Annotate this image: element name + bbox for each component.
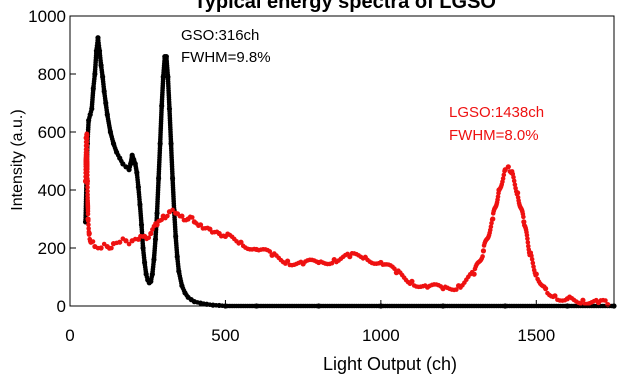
data-point [525,243,531,249]
data-point [543,286,549,292]
y-tick-label: 600 [38,123,66,142]
data-point [488,224,494,229]
data-point [197,222,204,228]
data-point [409,278,415,284]
data-point [85,185,90,190]
data-point [179,213,185,219]
data-point [170,207,175,213]
data-point [480,254,485,259]
data-point [117,239,123,245]
data-point [529,253,534,259]
x-tick-label: 0 [65,326,74,345]
data-point [86,230,92,237]
y-tick-label: 0 [57,297,66,316]
data-point [603,298,608,303]
data-point [524,232,530,238]
axis-ticks: 0 500 1000 1500 0 200 400 600 800 1000 [28,7,555,345]
data-point [84,146,90,152]
data-point [490,216,496,222]
data-point [146,235,152,241]
data-point [471,271,477,277]
data-point [505,164,511,170]
x-tick-label: 1500 [517,326,555,345]
data-point [267,249,273,254]
data-point [84,136,90,141]
data-point [511,178,517,184]
data-point [552,293,558,299]
data-point [580,297,586,303]
series-lgso [82,131,611,308]
x-axis-label: Light Output (ch) [323,354,457,374]
data-point [85,169,90,175]
data-point [98,245,104,251]
data-point [165,213,170,219]
data-point [530,260,536,266]
data-point [501,172,507,178]
data-point [84,139,90,145]
data-point [109,245,114,251]
data-point [86,222,91,228]
data-point [511,174,516,180]
chart-title: Typical energy spectra of LGSO [194,0,496,13]
data-point [495,194,501,199]
data-point [85,218,91,224]
gso-peak-annotation: GSO:316ch [181,27,259,44]
plot-area [82,35,617,309]
lgso-fwhm-annotation: FWHM=8.0% [449,127,539,144]
series-gso [82,35,617,309]
data-point [512,182,518,187]
y-tick-label: 400 [38,181,66,200]
data-point [392,266,397,272]
data-point [126,241,132,247]
data-point [521,214,526,220]
data-point [86,226,91,231]
data-point [85,178,90,183]
y-tick-label: 200 [38,239,66,258]
data-point [189,215,195,220]
data-point [85,188,90,194]
y-tick-label: 800 [38,65,66,84]
data-point [285,258,291,264]
data-point [84,143,90,148]
data-point [515,190,521,196]
data-point [489,220,494,226]
data-point [90,239,96,244]
data-point [85,181,90,187]
axes-frame [69,15,615,307]
data-point [500,176,506,181]
data-point [238,239,244,245]
data-point [525,236,530,241]
lgso-peak-annotation: LGSO:1438ch [449,104,544,121]
data-point [85,172,90,178]
data-point [85,211,91,217]
data-point [525,240,531,245]
data-point [529,256,535,262]
data-point [329,260,335,266]
x-tick-label: 500 [211,326,239,345]
data-point [123,238,129,244]
gso-fwhm-annotation: FWHM=9.8% [181,49,271,66]
y-axis-label: Intensity (a.u.) [9,109,26,210]
data-point [533,271,539,277]
data-point [148,230,154,237]
x-tick-label: 1000 [362,326,400,345]
data-point [454,287,459,292]
data-point [480,248,487,254]
y-tick-label: 1000 [28,7,66,26]
